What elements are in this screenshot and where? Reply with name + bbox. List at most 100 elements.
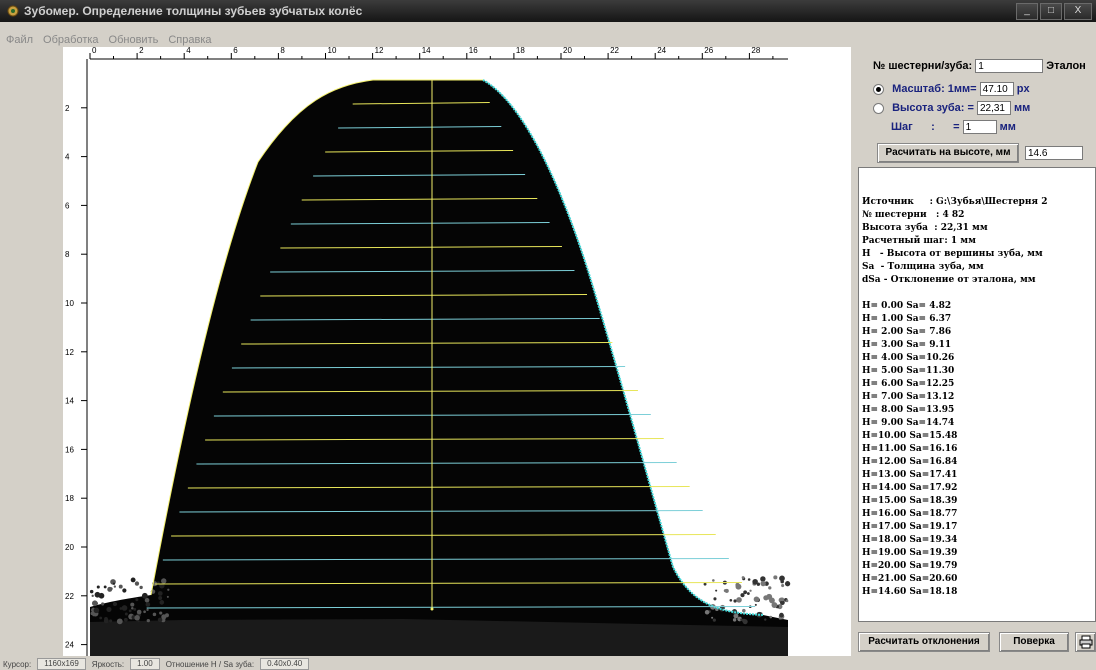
menu-refresh[interactable]: Обновить — [109, 33, 159, 47]
noise-dot — [764, 618, 766, 620]
ruler-label: 28 — [751, 47, 760, 55]
ruler-label: 26 — [704, 47, 713, 55]
noise-dot — [133, 608, 136, 611]
ruler-label: 22 — [65, 592, 74, 601]
image-canvas[interactable]: 0 2 4 6 8 10 12 14 16 18 20 22 24 26 28 2 4 6 8 10 12 14 16 18… — [63, 47, 851, 656]
report-line: Н - Высота от вершины зуба, мм — [862, 248, 1092, 261]
report-line: Расчетный шаг: 1 мм — [862, 235, 1092, 248]
report-line: H=21.00 Sa=20.60 — [862, 573, 1092, 586]
noise-dot — [122, 588, 126, 592]
report-line: H=11.00 Sa=16.16 — [862, 443, 1092, 456]
report-line: H=13.00 Sa=17.41 — [862, 469, 1092, 482]
report-line: H= 6.00 Sa=12.25 — [862, 378, 1092, 391]
height-label: Высота зуба: = — [892, 102, 974, 114]
noise-dot — [713, 597, 716, 600]
minimize-button[interactable]: _ — [1016, 3, 1038, 20]
noise-dot — [122, 605, 128, 611]
ruler-label: 20 — [563, 47, 572, 55]
noise-dot — [705, 610, 710, 615]
noise-dot — [158, 591, 163, 596]
noise-dot — [119, 585, 123, 589]
noise-dot — [768, 586, 771, 589]
menu-help[interactable]: Справка — [168, 33, 211, 47]
noise-dot — [131, 607, 134, 610]
ruler-label: 6 — [65, 201, 70, 210]
noise-dot — [113, 583, 115, 585]
top-ruler: 0 2 4 6 8 10 12 14 16 18 20 22 24 26 28 — [90, 47, 788, 59]
noise-dot — [131, 578, 136, 583]
gear-number-input[interactable]: 1 — [975, 59, 1043, 73]
noise-dot — [749, 590, 751, 592]
height-radio[interactable] — [873, 103, 884, 114]
cursor-label: Курсор: — [3, 660, 31, 669]
ruler-label: 18 — [516, 47, 525, 55]
noise-dot — [766, 594, 772, 600]
calc-deviation-button[interactable]: Расчитать отклонения — [858, 632, 990, 652]
report-line: H=18.00 Sa=19.34 — [862, 534, 1092, 547]
report-lines: Источник : G:\Зубья\Шестерня 2 № шестерни… — [862, 196, 1092, 599]
step-input[interactable]: 1 — [963, 120, 997, 134]
menu-file[interactable]: Файл — [6, 33, 33, 47]
etalon-label: Эталон — [1046, 60, 1086, 72]
gear-number-label: № шестерни/зуба: — [873, 60, 972, 72]
ruler-label: 8 — [65, 250, 70, 259]
noise-dot — [139, 586, 142, 589]
noise-dot — [779, 613, 784, 618]
scale-radio[interactable] — [873, 84, 884, 95]
window-title: Зубомер. Определение толщины зубьев зубч… — [24, 4, 362, 18]
noise-dot — [729, 599, 732, 602]
noise-dot — [754, 596, 760, 602]
noise-dot — [786, 600, 789, 603]
report-line: dSa - Отклонение от эталона, мм — [862, 274, 1092, 287]
noise-dot — [167, 596, 169, 598]
noise-dot — [134, 615, 139, 620]
title-bar: Зубомер. Определение толщины зубьев зубч… — [0, 0, 1096, 22]
close-button[interactable]: X — [1064, 3, 1092, 20]
noise-dot — [129, 609, 132, 612]
noise-dot — [104, 617, 108, 621]
ruler-label: 0 — [92, 47, 97, 55]
gear-number-row: № шестерни/зуба: 1 Эталон — [873, 59, 1086, 73]
noise-dot — [135, 581, 139, 585]
maximize-button[interactable]: □ — [1040, 3, 1062, 20]
print-button[interactable] — [1075, 632, 1096, 652]
noise-dot — [167, 589, 169, 591]
ruler-label: 14 — [422, 47, 431, 55]
noise-dot — [742, 619, 746, 623]
scale-input[interactable]: 47.10 — [980, 82, 1014, 96]
noise-dot — [743, 590, 747, 594]
control-panel: № шестерни/зуба: 1 Эталон Масштаб: 1мм= … — [853, 47, 1096, 658]
tooth-image: 0 2 4 6 8 10 12 14 16 18 20 22 24 26 28 24681012141618… — [63, 47, 851, 656]
noise-dot — [740, 593, 744, 597]
ruler-label: 18 — [65, 494, 74, 503]
noise-dot — [736, 584, 742, 590]
noise-dot — [137, 610, 142, 615]
printer-icon — [1079, 635, 1093, 649]
noise-dot — [130, 603, 134, 607]
noise-dot — [781, 584, 784, 587]
height-input[interactable]: 22,31 — [977, 101, 1011, 115]
report-line: H= 8.00 Sa=13.95 — [862, 404, 1092, 417]
noise-dot — [715, 590, 717, 592]
noise-dot — [107, 587, 112, 592]
report-line: H= 2.00 Sa= 7.86 — [862, 326, 1092, 339]
noise-dot — [94, 608, 100, 614]
noise-dot — [104, 585, 107, 588]
noise-dot — [712, 579, 715, 582]
ruler-label: 16 — [65, 445, 74, 454]
noise-dot — [146, 602, 151, 607]
verify-button[interactable]: Поверка — [999, 632, 1069, 652]
noise-dot — [146, 609, 148, 611]
calc-height-button[interactable]: Расчитать на высоте, мм — [877, 143, 1019, 163]
noise-dot — [159, 600, 164, 605]
noise-dot — [733, 618, 736, 621]
calc-height-input[interactable]: 14.6 — [1025, 146, 1083, 160]
noise-dot — [724, 589, 727, 592]
scale-unit: px — [1017, 83, 1030, 95]
menu-processing[interactable]: Обработка — [43, 33, 98, 47]
ruler-label: 16 — [469, 47, 478, 55]
step-row: Шаг : = 1 мм — [891, 120, 1016, 134]
noise-dot — [117, 618, 123, 624]
report-line: H= 4.00 Sa=10.26 — [862, 352, 1092, 365]
noise-dot — [147, 619, 150, 622]
